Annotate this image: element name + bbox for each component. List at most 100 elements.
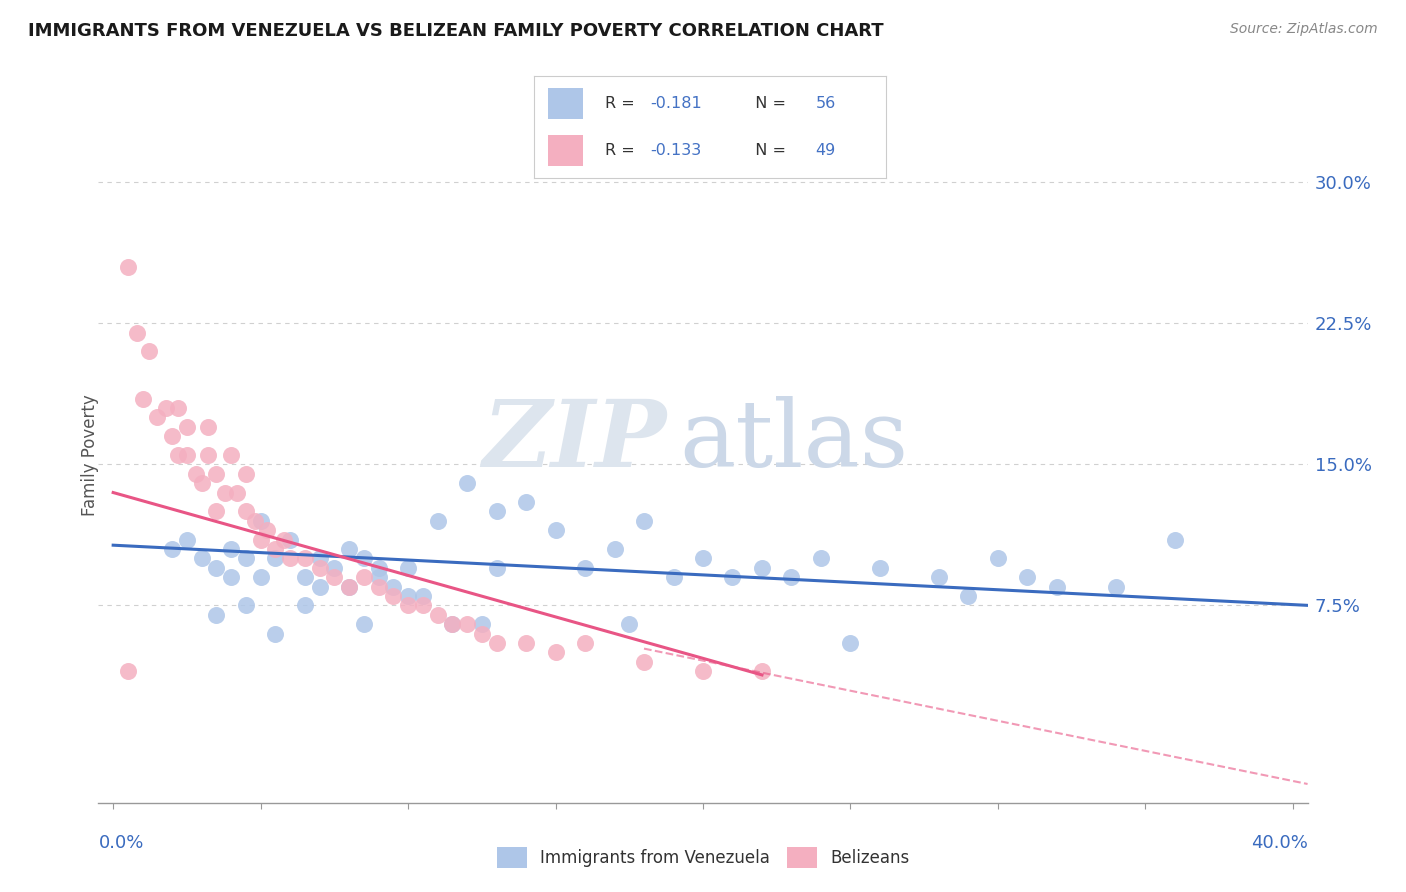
Point bbox=[396, 599, 419, 613]
Point bbox=[337, 541, 360, 556]
Point bbox=[1164, 533, 1187, 547]
Point bbox=[426, 514, 449, 528]
Point bbox=[810, 551, 832, 566]
Point bbox=[515, 636, 537, 650]
Point bbox=[396, 560, 419, 574]
Point bbox=[544, 523, 567, 537]
Point bbox=[412, 599, 434, 613]
Point bbox=[226, 485, 249, 500]
Point bbox=[456, 476, 478, 491]
Text: 49: 49 bbox=[815, 144, 835, 158]
Point bbox=[219, 448, 242, 462]
Point bbox=[987, 551, 1010, 566]
Point bbox=[485, 504, 508, 518]
Point bbox=[190, 551, 212, 566]
Point bbox=[197, 448, 219, 462]
Point bbox=[190, 476, 212, 491]
Point bbox=[235, 467, 257, 481]
Text: IMMIGRANTS FROM VENEZUELA VS BELIZEAN FAMILY POVERTY CORRELATION CHART: IMMIGRANTS FROM VENEZUELA VS BELIZEAN FA… bbox=[28, 22, 884, 40]
Point bbox=[184, 467, 207, 481]
Point bbox=[353, 570, 375, 584]
Point bbox=[264, 551, 287, 566]
Text: -0.133: -0.133 bbox=[650, 144, 702, 158]
Point bbox=[176, 448, 198, 462]
Point bbox=[515, 495, 537, 509]
Point bbox=[235, 551, 257, 566]
Point bbox=[278, 551, 301, 566]
Point bbox=[294, 551, 316, 566]
Point bbox=[337, 580, 360, 594]
Point bbox=[264, 626, 287, 640]
Point bbox=[367, 560, 389, 574]
Point bbox=[751, 664, 773, 678]
Point bbox=[125, 326, 148, 340]
Point bbox=[146, 410, 169, 425]
Point bbox=[160, 541, 183, 556]
Point bbox=[219, 541, 242, 556]
Point bbox=[574, 636, 596, 650]
Point bbox=[117, 664, 139, 678]
Point bbox=[219, 570, 242, 584]
Point bbox=[353, 617, 375, 632]
Point bbox=[367, 580, 389, 594]
Point bbox=[337, 580, 360, 594]
Text: ZIP: ZIP bbox=[482, 396, 666, 486]
Point bbox=[176, 419, 198, 434]
Text: Source: ZipAtlas.com: Source: ZipAtlas.com bbox=[1230, 22, 1378, 37]
Y-axis label: Family Poverty: Family Poverty bbox=[82, 394, 98, 516]
Point bbox=[662, 570, 685, 584]
Text: R =: R = bbox=[605, 96, 640, 111]
Text: N =: N = bbox=[745, 96, 792, 111]
Point bbox=[214, 485, 236, 500]
Point bbox=[751, 560, 773, 574]
Text: atlas: atlas bbox=[679, 396, 908, 486]
Point bbox=[603, 541, 626, 556]
Point bbox=[294, 599, 316, 613]
FancyBboxPatch shape bbox=[548, 136, 583, 166]
Point bbox=[367, 570, 389, 584]
Point bbox=[235, 504, 257, 518]
Point bbox=[205, 467, 228, 481]
Point bbox=[205, 504, 228, 518]
Point bbox=[619, 617, 641, 632]
Point bbox=[426, 607, 449, 622]
Point bbox=[256, 523, 278, 537]
Point bbox=[382, 589, 405, 603]
Point bbox=[471, 617, 494, 632]
Point bbox=[197, 419, 219, 434]
Point bbox=[249, 533, 271, 547]
Point bbox=[721, 570, 744, 584]
Point bbox=[323, 570, 346, 584]
Point bbox=[138, 344, 160, 359]
Point bbox=[308, 580, 330, 594]
Point bbox=[235, 599, 257, 613]
Point bbox=[278, 533, 301, 547]
Point bbox=[544, 645, 567, 659]
Point bbox=[308, 560, 330, 574]
Point bbox=[441, 617, 464, 632]
Text: 0.0%: 0.0% bbox=[98, 834, 143, 852]
Point bbox=[412, 589, 434, 603]
Point bbox=[1046, 580, 1069, 594]
Point bbox=[441, 617, 464, 632]
Point bbox=[117, 260, 139, 274]
Point bbox=[155, 401, 177, 415]
Point bbox=[382, 580, 405, 594]
Point bbox=[167, 401, 190, 415]
Point bbox=[243, 514, 266, 528]
Point bbox=[471, 626, 494, 640]
Point bbox=[869, 560, 891, 574]
Point bbox=[264, 541, 287, 556]
Text: 56: 56 bbox=[815, 96, 835, 111]
Point bbox=[839, 636, 862, 650]
Point bbox=[780, 570, 803, 584]
Point bbox=[957, 589, 980, 603]
Point bbox=[633, 655, 655, 669]
Point bbox=[308, 551, 330, 566]
Point bbox=[574, 560, 596, 574]
Point bbox=[131, 392, 153, 406]
Text: -0.181: -0.181 bbox=[650, 96, 702, 111]
Point bbox=[1017, 570, 1039, 584]
Point bbox=[692, 551, 714, 566]
Text: 40.0%: 40.0% bbox=[1251, 834, 1308, 852]
